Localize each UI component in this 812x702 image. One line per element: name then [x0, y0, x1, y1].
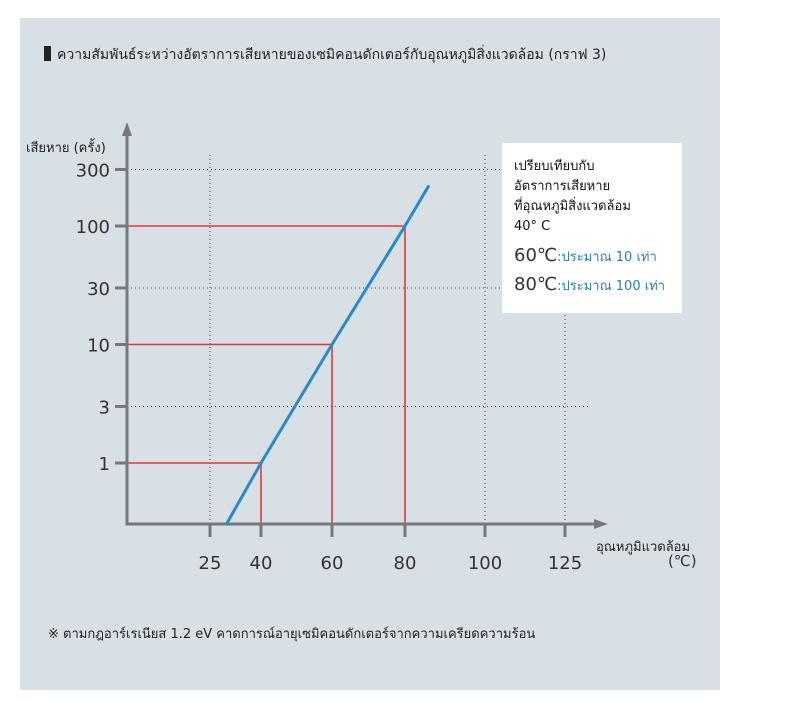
chart-title: ความสัมพันธ์ระหว่างอัตราการเสียหายของเซม…	[44, 44, 606, 66]
y-tick-label: 30	[87, 279, 110, 300]
y-tick-label: 10	[87, 336, 110, 357]
x-tick-label: 60	[321, 553, 344, 574]
legend-heading-3: ที่อุณหภูมิสิ่งแวดล้อม	[514, 199, 631, 214]
legend-heading-2: อัตราการเสียหาย	[514, 179, 611, 194]
legend-value: :ประมาณ 100 เท่า	[557, 279, 666, 294]
x-tick-label: 40	[250, 553, 273, 574]
y-axis-label: เสียหาย (ครั้ง)	[26, 141, 106, 156]
legend-row-80: 80℃:ประมาณ 100 เท่า	[514, 274, 665, 296]
legend-box: เปรียบเทียบกับ อัตราการเสียหาย ที่อุณหภู…	[502, 143, 682, 313]
footnote: ※ ตามกฎอาร์เรเนียส 1.2 eV คาดการณ์อายุเซ…	[48, 627, 536, 642]
legend-row-60: 60℃:ประมาณ 10 เท่า	[514, 245, 657, 267]
legend-heading-4: 40° C	[514, 219, 551, 234]
chart-title-text: ความสัมพันธ์ระหว่างอัตราการเสียหายของเซม…	[57, 47, 607, 63]
x-axis-arrow-icon	[594, 519, 608, 529]
x-axis-unit: (℃)	[668, 552, 697, 570]
x-tick-label: 100	[468, 553, 502, 574]
x-tick-label: 80	[394, 553, 417, 574]
y-tick-label: 1	[99, 454, 110, 475]
x-tick-label: 125	[548, 553, 582, 574]
legend-heading-1: เปรียบเทียบกับ	[514, 159, 595, 174]
y-tick-label: 300	[76, 160, 110, 181]
x-axis-label: อุณหภูมิแวดล้อม	[596, 540, 691, 555]
series-line	[224, 184, 431, 526]
y-axis-arrow-icon	[122, 122, 132, 136]
y-tick-label: 3	[99, 397, 110, 418]
legend-temp: 60℃	[514, 245, 558, 266]
title-bar-marker	[44, 46, 51, 61]
legend-temp: 80℃	[514, 274, 558, 295]
legend-value: :ประมาณ 10 เท่า	[557, 250, 657, 265]
y-tick-label: 100	[76, 217, 110, 238]
x-tick-label: 25	[199, 553, 222, 574]
chart-panel	[20, 18, 720, 690]
